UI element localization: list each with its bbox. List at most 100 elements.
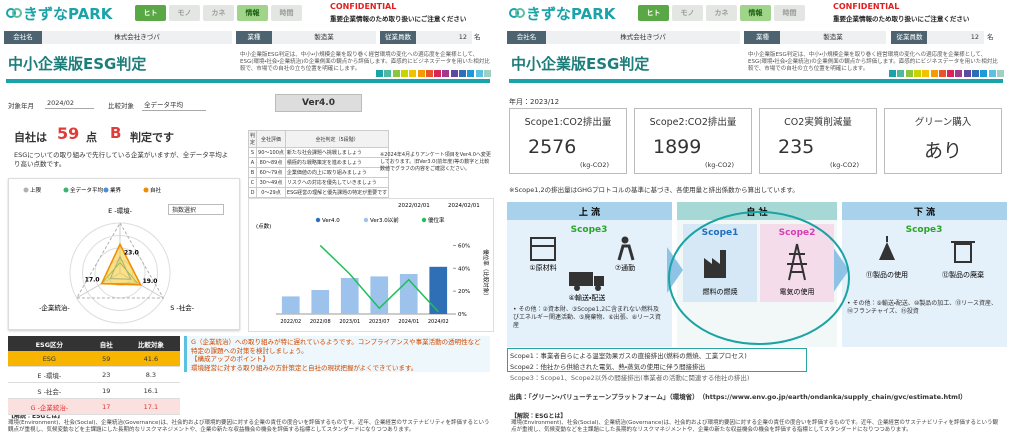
score-unit: 点 [86,129,97,145]
grade-cell: B [249,168,257,178]
card-value: 2576 [528,136,576,158]
esg-cell: 19 [91,383,122,399]
color-square [418,70,425,77]
color-square [451,70,458,77]
logo-icon [509,6,525,20]
legend-swatch [24,188,29,193]
bar [311,290,329,314]
advice-line: 【構成アップのポイント】 [191,355,486,364]
footer-heading: 【解説：ESGとは】 [511,411,566,420]
esg-header: 自社 [91,336,122,351]
nav-tab[interactable]: モノ [672,5,703,21]
period: 年月：2023/12 [509,97,559,107]
x-tick-label: 2022/02 [280,319,301,325]
color-square [426,70,433,77]
version-button[interactable]: Ver4.0 [275,94,362,112]
definition-line: Scope2：他社から供給された電気、熱・蒸気の使用に伴う間接排出 [510,361,705,371]
bar [282,296,300,314]
logo-icon [6,6,22,20]
definition-line: Scope1：事業者自らによる温室効果ガスの直接排出(燃料の燃焼、工業プロセス) [510,350,747,360]
page-title: 中小企業版ESG判定 [511,53,649,74]
date-label: 2022/02/01 [398,203,430,209]
esg-row: ESG5941.6 [8,351,180,367]
index-select[interactable]: 指数選択 [168,204,224,215]
esg-cell: ESG [8,351,91,367]
color-square [931,70,938,77]
color-square [964,70,971,77]
grade-row: A80～89点積極的な戦略策定を進めましょう [249,158,389,168]
color-square [914,70,921,77]
nav-tab[interactable]: 情報 [740,5,771,21]
score-value: 59 [57,124,79,143]
column-title: 下 流 [914,206,935,218]
esg-cell: G -企業統治- [8,399,91,415]
footer-text: 環境(Environment)、社会(Social)、企業統治(Governan… [8,420,490,434]
nav-tab[interactable]: カネ [706,5,737,21]
nav-tab[interactable]: ヒト [135,5,166,21]
esg-cell: 8.3 [122,367,180,383]
legend-label: Ver3.0以前 [370,216,399,224]
color-square [434,70,441,77]
card-unit: (kg-CO2) [705,161,734,169]
company-field: 製造業 [272,31,376,44]
x-tick-label: 2024/02 [428,319,449,325]
nav-tab[interactable]: カネ [203,5,234,21]
grade-header: 全社評価 [257,131,286,148]
color-square [955,70,962,77]
color-square [980,70,987,77]
item-label: 燃料の燃焼 [703,287,738,296]
color-square [459,70,466,77]
legend-label: 上限 [30,186,42,194]
scope-label: Scope1 [702,228,739,238]
company-field: 株式会社きづパ [42,31,232,44]
color-square [401,70,408,77]
y2-axis-title: 優位率（比較対象） [482,249,490,299]
grade-cell: 新たな社会課題へ挑戦しましょう [285,148,388,158]
esg-header-row: ESG区分自社比較対象 [8,336,180,351]
company-field: 会社名 [507,31,546,44]
date-label: 2024/02/01 [448,203,480,209]
scope-label: Scope3 [571,225,608,235]
company-field: 12 [416,31,472,44]
bar [429,267,447,314]
filter-select[interactable]: 全データ平均 [142,98,206,111]
color-square [906,70,913,77]
grade-cell: S [249,148,257,158]
legend-swatch [316,218,320,222]
esg-header: 比較対象 [122,336,180,351]
confidential-notice: 重要企業情報のため取り扱いにご注意ください [833,13,969,23]
company-field: 従業員数 [380,31,416,44]
score-grade: B [110,124,121,142]
metric-card: Scope1:CO2排出量2576(kg-CO2) [509,108,627,174]
nav-tab[interactable]: モノ [169,5,200,21]
color-square [897,70,904,77]
nav-tab[interactable]: 時間 [271,5,302,21]
grade-note: ※2024年4月よりアンケート項目をVer4.0へ変更しております。旧Ver3.… [380,152,492,173]
grade-cell: 積極的な戦略策定を進めましょう [285,158,388,168]
color-square [922,70,929,77]
nav-tab[interactable]: 時間 [774,5,805,21]
radar-axis-label: E -環境- [108,206,133,215]
esg-cell: 59 [91,351,122,367]
color-square [384,70,391,77]
grade-cell: 90～100点 [257,148,286,158]
esg-cell: 17 [91,399,122,415]
nav-tab[interactable]: 情報 [237,5,268,21]
radar-value-label: 23.0 [124,249,139,256]
icon-truck [574,285,580,291]
radar-value-label: 19.0 [143,278,158,285]
axis-title: (点数) [256,222,271,230]
nav-tab[interactable]: ヒト [638,5,669,21]
icon-commute [622,237,629,244]
company-field: 製造業 [780,31,886,44]
item-label: ⑫製品の廃棄 [942,270,984,279]
filter-select[interactable]: 2024/02 [45,98,94,109]
esg-row: E -環境-238.3 [8,367,180,383]
grade-row: B60～79点企業価値の向上に取り組みましょう [249,168,389,178]
